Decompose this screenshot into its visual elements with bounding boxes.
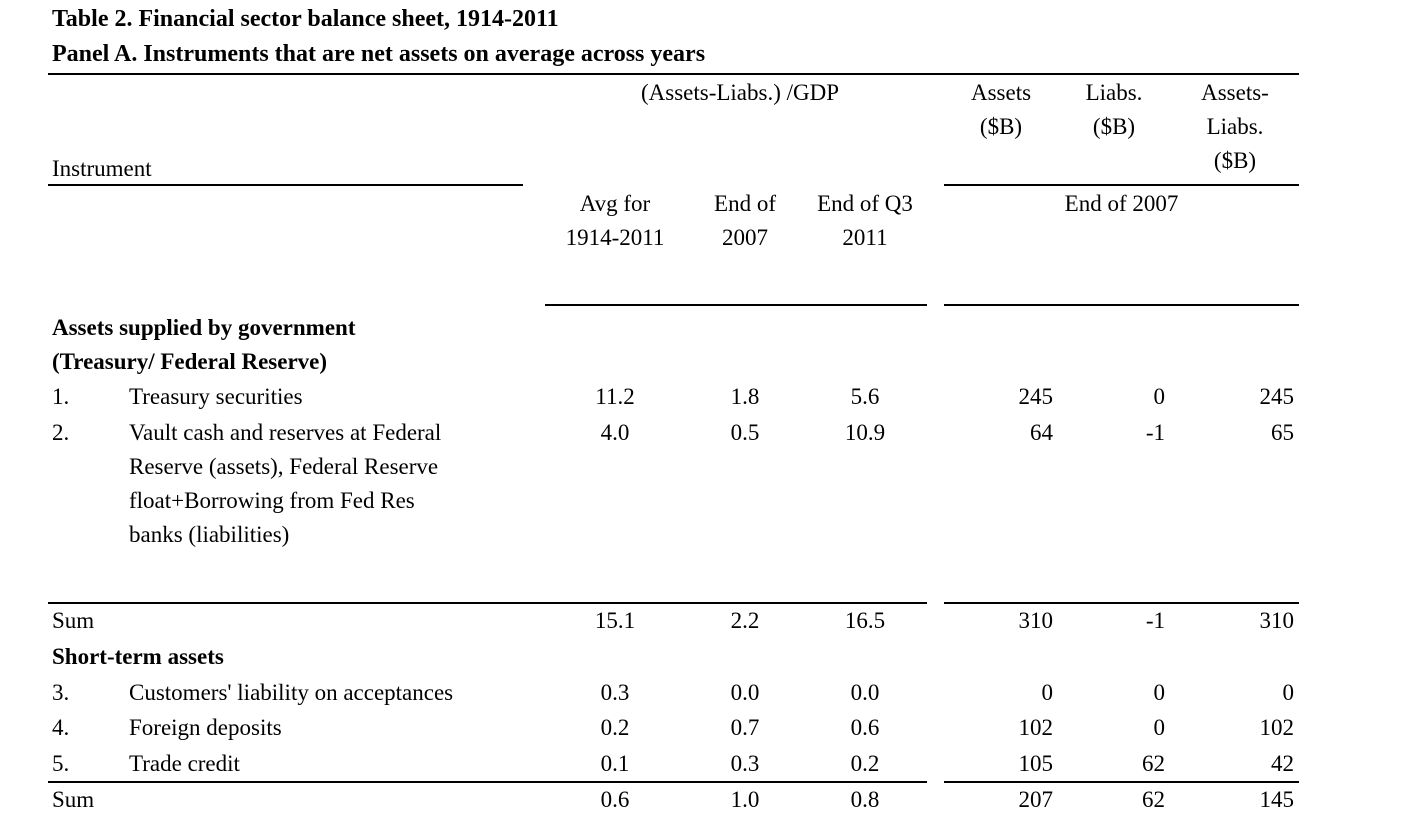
row-number: 5.: [52, 751, 70, 776]
row-label: Foreign deposits: [129, 715, 282, 740]
section-heading-short-term: Short-term assets: [52, 644, 224, 669]
sum-rule-levels: [944, 781, 1299, 783]
avg-value: 0.3: [600, 680, 630, 705]
panel-title: Panel A. Instruments that are net assets…: [52, 41, 706, 67]
endq3-value: 0.2: [850, 751, 880, 776]
endq3-value: 5.6: [850, 384, 880, 409]
avg-header-line1: Avg for: [579, 191, 651, 216]
section-heading-government-line2: (Treasury/ Federal Reserve): [52, 349, 328, 374]
avg-value: 0.6: [600, 787, 630, 812]
sum-label: Sum: [52, 787, 95, 812]
end2007-value: 0.0: [730, 680, 760, 705]
avg-value: 15.1: [594, 608, 636, 633]
liabs-value: 0: [1153, 384, 1166, 409]
row-number: 2.: [52, 420, 70, 445]
row-label-line3: float+Borrowing from Fed Res: [129, 488, 415, 513]
row-number: 1.: [52, 384, 70, 409]
endq3-value: 0.0: [850, 680, 880, 705]
assets-value: 245: [1018, 384, 1054, 409]
end2007-header-line1: End of: [714, 191, 776, 216]
endq3-value: 16.5: [844, 608, 886, 633]
end2007-value: 0.7: [730, 715, 760, 740]
sum-rule-levels: [944, 602, 1299, 604]
row-label: Customers' liability on acceptances: [129, 680, 454, 705]
liabs-value: 0: [1153, 680, 1166, 705]
assets-header-line1: Assets: [970, 80, 1032, 105]
assets-value: 0: [1041, 680, 1054, 705]
end2007-value: 2.2: [730, 608, 760, 633]
instrument-header: Instrument: [52, 156, 152, 181]
end2007-header-line2: 2007: [722, 225, 768, 250]
liabs-header-line1: Liabs.: [1085, 80, 1143, 105]
endq3-value: 0.6: [850, 715, 880, 740]
net-value: 65: [1271, 420, 1294, 445]
assets-value: 310: [1018, 608, 1054, 633]
net-value: 310: [1259, 608, 1295, 633]
endq3-header-line1: End of Q3: [817, 191, 913, 216]
assets-value: 64: [1030, 420, 1053, 445]
liabs-value: 0: [1153, 715, 1166, 740]
avg-header-line2: 1914-2011: [565, 225, 665, 250]
ratio-group-header: (Assets-Liabs.) /GDP: [640, 80, 840, 105]
instrument-rule: [48, 184, 523, 186]
level-period-header: End of 2007: [1064, 191, 1179, 216]
avg-value: 4.0: [600, 420, 630, 445]
sum-rule: [48, 781, 927, 783]
row-label: Vault cash and reserves at Federal: [129, 420, 442, 445]
row-label-line2: Reserve (assets), Federal Reserve: [129, 454, 439, 479]
levels-rule: [944, 184, 1299, 186]
assets-value: 207: [1018, 787, 1054, 812]
table-title: Table 2. Financial sector balance sheet,…: [52, 6, 559, 32]
endq3-value: 10.9: [844, 420, 886, 445]
assets-value: 105: [1018, 751, 1054, 776]
avg-value: 0.2: [600, 715, 630, 740]
net-header-line3: ($B): [1213, 148, 1257, 173]
avg-value: 0.1: [600, 751, 630, 776]
ratio-body-rule: [545, 304, 927, 306]
sum-rule: [48, 602, 927, 604]
row-label: Trade credit: [129, 751, 240, 776]
row-number: 4.: [52, 715, 70, 740]
liabs-value: -1: [1145, 420, 1165, 445]
end2007-value: 1.8: [730, 384, 760, 409]
endq3-header-line2: 2011: [842, 225, 888, 250]
assets-value: 102: [1018, 715, 1054, 740]
row-number: 3.: [52, 680, 70, 705]
net-value: 102: [1259, 715, 1295, 740]
liabs-value: 62: [1142, 787, 1165, 812]
net-value: 245: [1259, 384, 1295, 409]
row-label-line4: banks (liabilities): [129, 522, 290, 547]
net-header-line2: Liabs.: [1206, 114, 1264, 139]
net-value: 0: [1282, 680, 1295, 705]
section-heading-government: Assets supplied by government: [52, 315, 356, 340]
level-body-rule: [944, 304, 1299, 306]
end2007-value: 0.5: [730, 420, 760, 445]
net-header-line1: Assets-: [1201, 80, 1269, 105]
sum-label: Sum: [52, 608, 95, 633]
endq3-value: 0.8: [850, 787, 880, 812]
liabs-value: 62: [1142, 751, 1165, 776]
row-label: Treasury securities: [129, 384, 303, 409]
assets-header-line2: ($B): [979, 114, 1023, 139]
liabs-header-line2: ($B): [1092, 114, 1136, 139]
end2007-value: 1.0: [730, 787, 760, 812]
net-value: 145: [1259, 787, 1295, 812]
end2007-value: 0.3: [730, 751, 760, 776]
avg-value: 11.2: [595, 384, 635, 409]
net-value: 42: [1271, 751, 1294, 776]
liabs-value: -1: [1145, 608, 1165, 633]
top-rule: [48, 73, 1299, 75]
